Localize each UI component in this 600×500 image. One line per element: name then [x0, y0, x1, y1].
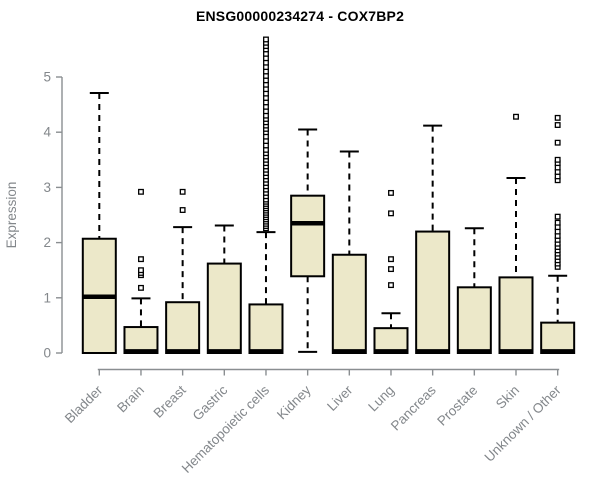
- outlier-point: [513, 113, 519, 120]
- outlier-point: [554, 213, 561, 220]
- iqr-box: [373, 327, 409, 355]
- x-tick-label: Skin: [493, 383, 522, 412]
- x-tick-label: Unknown / Other: [482, 382, 565, 465]
- x-tick-label: Bladder: [62, 382, 106, 426]
- boxplot-liver: [331, 150, 367, 354]
- iqr-box: [415, 230, 451, 354]
- x-tick-label: Brain: [114, 383, 147, 416]
- y-tick-label: 4: [43, 125, 51, 140]
- y-tick-label: 1: [43, 290, 51, 305]
- iqr-box: [540, 321, 576, 355]
- y-axis: 0 1 2 3 4 5 Expression: [4, 70, 63, 361]
- y-tick-label: 3: [43, 180, 51, 195]
- x-tick-label: Lung: [365, 383, 397, 415]
- outlier-point: [138, 188, 144, 195]
- boxplot-prostate: [456, 227, 492, 355]
- outlier-point: [179, 207, 186, 213]
- iqr-box: [248, 303, 284, 355]
- outlier-point: [138, 267, 144, 274]
- outlier-point: [138, 284, 144, 291]
- boxplot-lung: [373, 189, 409, 355]
- iqr-box: [206, 262, 242, 354]
- outlier-point: [554, 139, 561, 146]
- boxplot-skin: [498, 113, 534, 355]
- outlier-point: [554, 122, 561, 128]
- boxplot-kidney: [290, 128, 326, 353]
- x-tick-label: Prostate: [434, 383, 480, 429]
- iqr-box: [165, 301, 201, 355]
- boxplot-hematopoietic-cells: [248, 36, 284, 355]
- iqr-box: [498, 276, 534, 355]
- y-tick-label: 0: [43, 346, 51, 361]
- y-tick-label: 2: [43, 235, 51, 250]
- outlier-point: [263, 36, 269, 43]
- y-tick-label: 5: [43, 70, 51, 85]
- outlier-point: [138, 256, 144, 263]
- outlier-point: [554, 156, 561, 163]
- boxplot-unknown-other: [540, 114, 576, 355]
- outlier-point: [179, 188, 186, 195]
- boxplot-bladder: [81, 92, 117, 354]
- chart-title: ENSG00000234274 - COX7BP2: [195, 8, 405, 24]
- x-tick-label: Liver: [324, 382, 356, 414]
- boxplot-pancreas: [415, 124, 451, 354]
- outlier-point: [388, 210, 394, 217]
- x-tick-label: Pancreas: [388, 382, 439, 433]
- iqr-box: [456, 286, 492, 355]
- boxplot-brain: [123, 188, 159, 354]
- y-axis-title: Expression: [4, 182, 19, 249]
- outlier-point: [388, 282, 394, 289]
- outlier-point: [388, 256, 394, 263]
- x-tick-label: Gastric: [190, 382, 231, 423]
- iqr-box: [290, 194, 326, 278]
- outlier-point: [388, 189, 394, 196]
- iqr-box: [331, 253, 367, 354]
- outlier-point: [388, 266, 394, 273]
- outlier-point: [554, 219, 561, 226]
- boxplot-gastric: [206, 224, 242, 354]
- boxplot-breast: [165, 188, 201, 355]
- x-tick-label: Breast: [151, 382, 189, 420]
- x-tick-label: Kidney: [274, 382, 314, 422]
- outlier-point: [554, 114, 561, 121]
